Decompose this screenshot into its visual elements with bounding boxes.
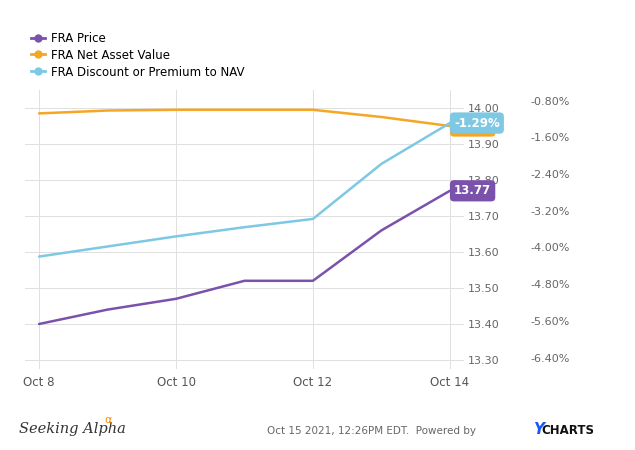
Text: Seeking Alpha: Seeking Alpha bbox=[19, 423, 126, 436]
Text: Oct 15 2021, 12:26PM EDT.  Powered by: Oct 15 2021, 12:26PM EDT. Powered by bbox=[267, 427, 479, 436]
Text: 13.77: 13.77 bbox=[454, 184, 491, 197]
Legend: FRA Price, FRA Net Asset Value, FRA Discount or Premium to NAV: FRA Price, FRA Net Asset Value, FRA Disc… bbox=[31, 32, 245, 78]
Text: α: α bbox=[105, 415, 112, 425]
Text: -1.29%: -1.29% bbox=[454, 117, 500, 130]
Text: CHARTS: CHARTS bbox=[542, 423, 594, 436]
Text: Y: Y bbox=[533, 423, 544, 437]
Text: 13.95: 13.95 bbox=[454, 120, 491, 132]
